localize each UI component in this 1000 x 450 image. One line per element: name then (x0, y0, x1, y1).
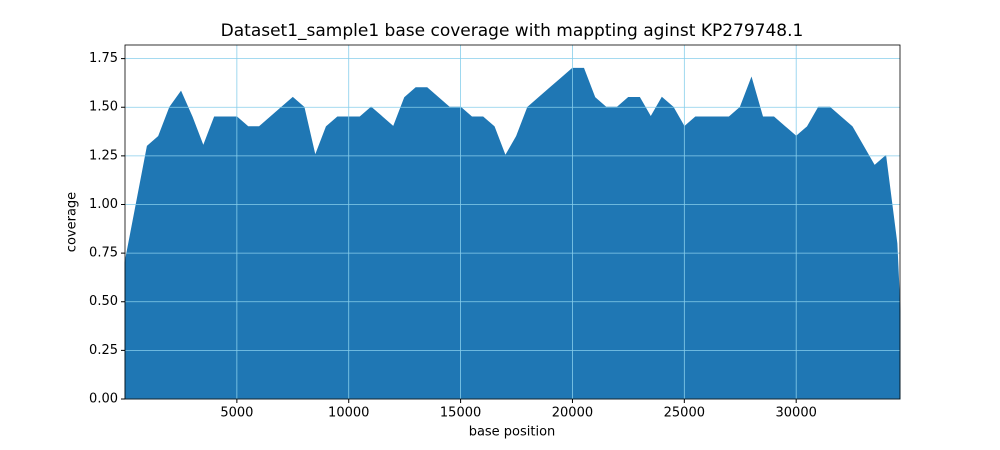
y-tick-label: 1.25 (89, 148, 118, 163)
x-tick-label: 20000 (552, 406, 593, 421)
plot-frame (124, 44, 901, 400)
y-tick-label: 1.50 (89, 100, 118, 115)
chart-title: Dataset1_sample1 base coverage with mapp… (221, 21, 804, 41)
y-tick-label: 0.75 (89, 246, 118, 261)
x-tick-label: 25000 (664, 406, 705, 421)
y-tick-label: 0.50 (89, 294, 118, 309)
x-tick-label: 15000 (440, 406, 481, 421)
y-tick-label: 0.25 (89, 343, 118, 358)
coverage-area (124, 67, 901, 400)
x-axis-label: base position (469, 425, 556, 440)
x-tick-label: 30000 (776, 406, 817, 421)
x-tick-label: 5000 (220, 406, 253, 421)
y-axis-label: coverage (65, 192, 80, 252)
x-tick-label: 10000 (328, 406, 369, 421)
y-tick-label: 0.00 (89, 392, 118, 407)
y-tick-label: 1.75 (89, 51, 118, 66)
y-tick-label: 1.00 (89, 197, 118, 212)
